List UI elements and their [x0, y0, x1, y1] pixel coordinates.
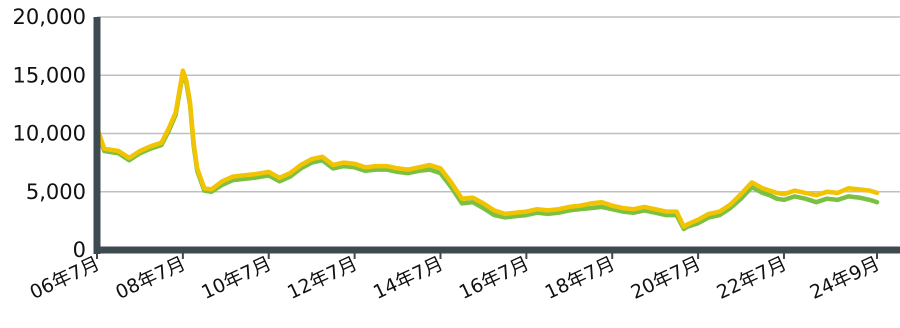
x-tick-label: 14年7月 [370, 253, 447, 304]
series-layer [94, 68, 880, 232]
x-tick-label: 20年7月 [628, 253, 705, 304]
x-tick-label: 24年9月 [807, 253, 884, 304]
series-line-2 [94, 68, 880, 229]
x-tick-label: 06年7月 [27, 253, 104, 304]
y-tick-label: 0 [73, 238, 86, 262]
x-tick-label: 08年7月 [112, 253, 189, 304]
y-tick-label: 15,000 [13, 63, 86, 87]
axis-layer [93, 17, 900, 259]
x-tick-label: 16年7月 [456, 253, 533, 304]
y-tick-label: 10,000 [13, 122, 86, 146]
x-tick-label: 12年7月 [284, 253, 361, 304]
x-tick-label: 22年7月 [713, 253, 790, 304]
y-tick-label: 20,000 [13, 5, 86, 29]
x-tick-label: 18年7月 [542, 253, 619, 304]
x-tick-label: 10年7月 [198, 253, 275, 304]
grid-layer [97, 16, 900, 193]
y-tick-label: 5,000 [26, 180, 86, 204]
